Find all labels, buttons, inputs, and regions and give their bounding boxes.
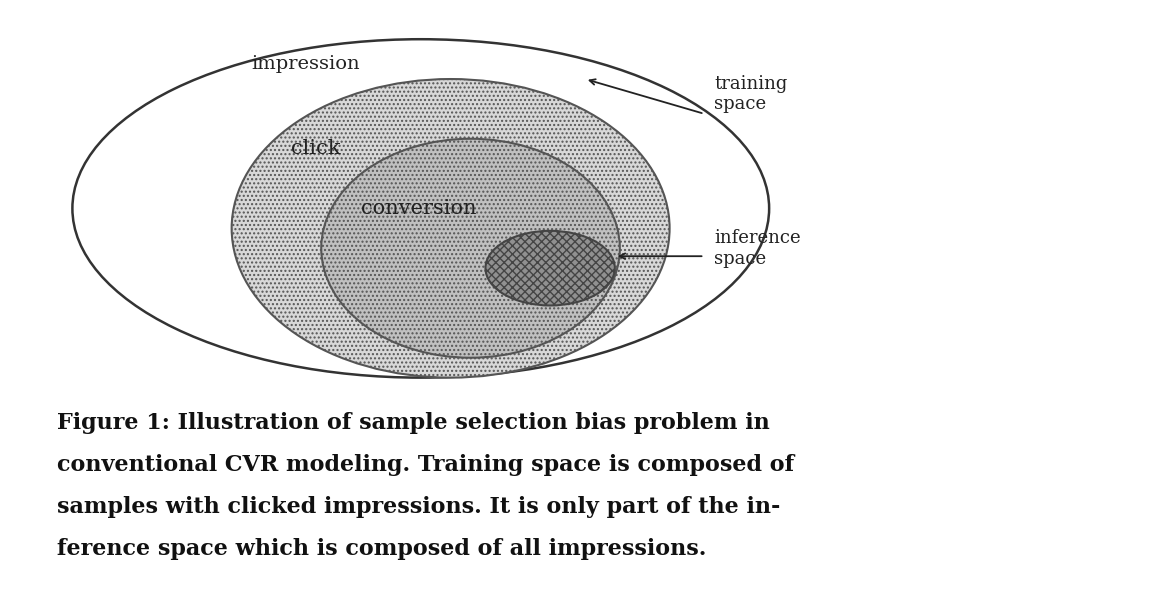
Ellipse shape <box>486 231 615 306</box>
Text: ference space which is composed of all impressions.: ference space which is composed of all i… <box>57 538 707 560</box>
Text: Figure 1: Illustration of sample selection bias problem in: Figure 1: Illustration of sample selecti… <box>57 413 770 435</box>
Ellipse shape <box>322 139 620 358</box>
Ellipse shape <box>232 79 669 377</box>
Ellipse shape <box>73 39 769 377</box>
Text: inference
space: inference space <box>715 229 801 268</box>
Text: samples with clicked impressions. It is only part of the in-: samples with clicked impressions. It is … <box>57 496 780 518</box>
Text: impression: impression <box>252 55 360 73</box>
Text: training
space: training space <box>715 75 787 114</box>
Text: conventional CVR modeling. Training space is composed of: conventional CVR modeling. Training spac… <box>57 454 794 476</box>
Text: conversion: conversion <box>362 199 476 218</box>
Text: click: click <box>291 139 340 158</box>
